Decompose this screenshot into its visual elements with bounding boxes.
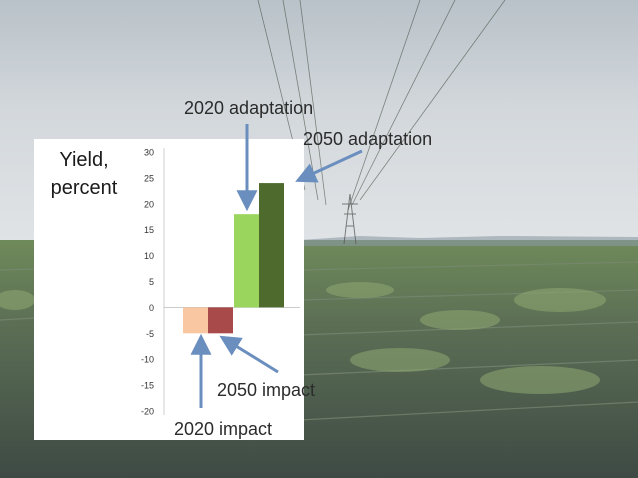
y-tick-label: -10 (141, 355, 154, 365)
y-tick-label: 0 (149, 303, 154, 313)
annotation-label: 2020 impact (174, 419, 272, 439)
y-tick-label: 15 (144, 225, 154, 235)
bar-2050-impact (208, 307, 233, 334)
pylon-icon (342, 193, 358, 245)
y-tick-label: 10 (144, 251, 154, 261)
y-axis-label: Yield, percent (34, 146, 134, 202)
y-tick-label: -15 (141, 381, 154, 391)
annotations: 2020 adaptation 2050 adaptation 2050 impac… (174, 98, 432, 439)
annotation-arrow (219, 335, 279, 374)
y-tick-label: 5 (149, 277, 154, 287)
y-axis: 30 25 20 15 10 5 0 -5 -10 -15 -20 (141, 148, 300, 417)
y-tick-label: -20 (141, 407, 154, 417)
annotation-arrow (295, 149, 363, 183)
annotation-arrows (190, 124, 363, 408)
annotation-label: 2050 impact (217, 380, 315, 400)
y-tick-label: 30 (144, 148, 154, 158)
y-axis-label-line: percent (50, 177, 118, 199)
y-tick-label: 20 (144, 199, 154, 209)
annotation-label: 2020 adaptation (184, 98, 313, 118)
annotation-label: 2050 adaptation (303, 129, 432, 149)
bar-2020-impact (183, 307, 208, 334)
y-tick-label: 25 (144, 173, 154, 183)
bar-2050-adaptation (259, 183, 284, 308)
bar-2020-adaptation (234, 214, 259, 308)
y-axis-label-line: Yield, (59, 149, 109, 171)
y-tick-label: -5 (146, 329, 154, 339)
bars (183, 183, 284, 334)
